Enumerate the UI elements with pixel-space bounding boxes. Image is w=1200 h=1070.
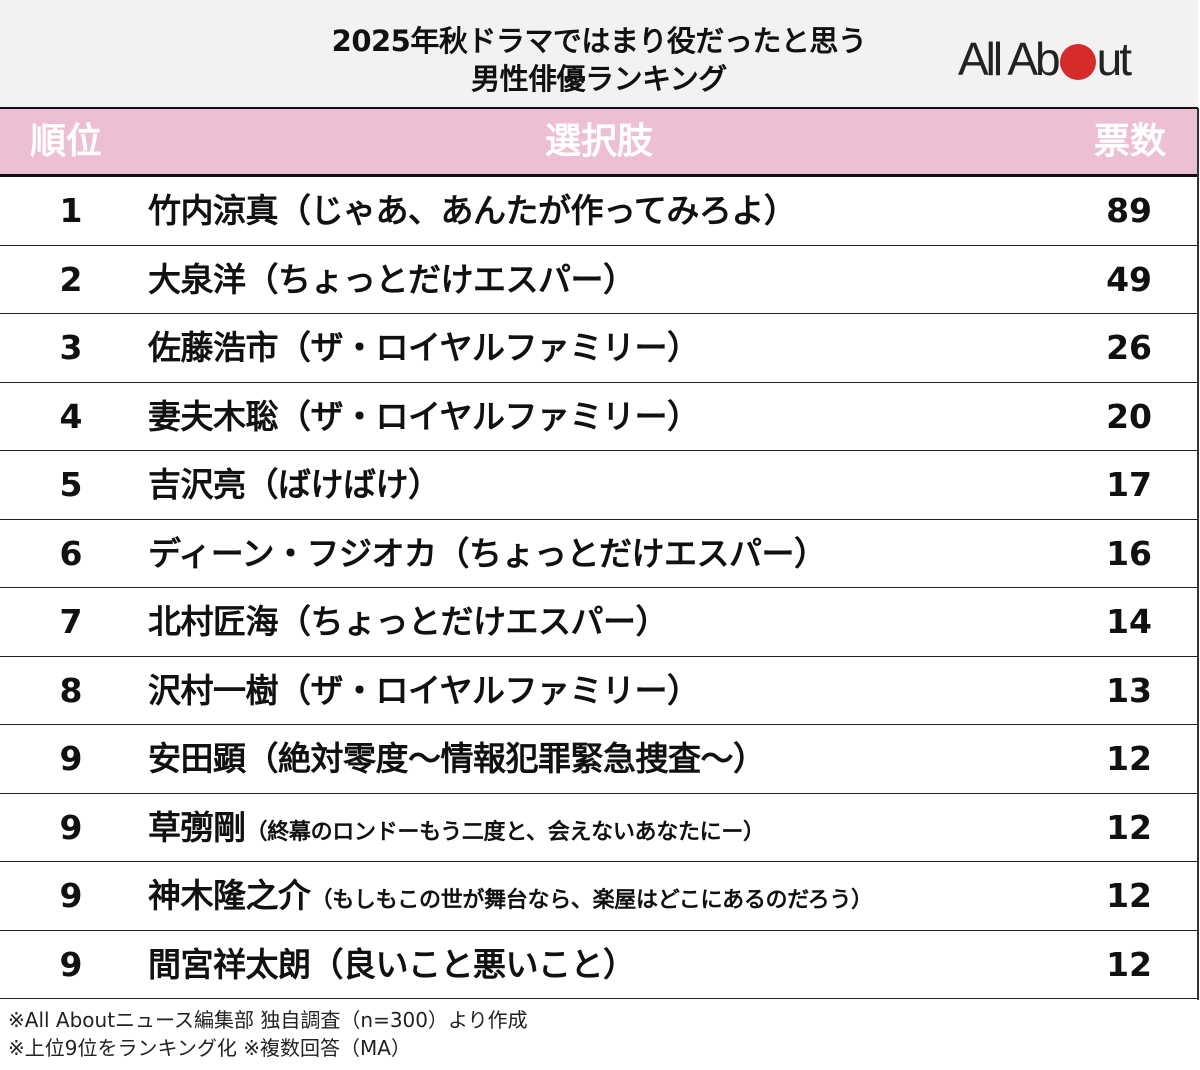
footnote-method: ※上位9位をランキング化 ※複数回答（MA） (8, 1036, 411, 1060)
votes-cell: 89 (1106, 191, 1152, 230)
votes-cell: 16 (1106, 533, 1152, 573)
table-header: 選択肢 順位 票数 (0, 107, 1198, 177)
table-right-border (1197, 108, 1199, 1000)
rank-cell: 9 (59, 944, 83, 984)
actor-name: 竹内涼真 (148, 191, 279, 230)
table-row: 9 安田顕（絶対零度〜情報犯罪緊急捜査〜） 12 (0, 725, 1198, 794)
votes-cell: 12 (1106, 807, 1152, 847)
choice-cell: 佐藤浩市（ザ・ロイヤルファミリー） (148, 314, 700, 381)
rank-cell: 4 (59, 396, 83, 436)
drama-title: （ちょっとだけエスパー） (278, 602, 669, 641)
rank-cell: 5 (59, 465, 83, 504)
drama-title: （ちょっとだけエスパー） (245, 259, 637, 299)
votes-cell: 13 (1106, 670, 1152, 710)
actor-name: 沢村一樹 (148, 670, 279, 710)
table-row: 9 神木隆之介（もしもこの世が舞台なら、楽屋はどこにあるのだろう） 12 (0, 862, 1198, 931)
choice-cell: 北村匠海（ちょっとだけエスパー） (148, 588, 669, 655)
votes-cell: 26 (1106, 328, 1152, 367)
actor-name: 吉沢亮 (148, 465, 246, 504)
choice-cell: 草彅剛（終幕のロンドーもう二度と、会えないあなたにー） (148, 794, 765, 861)
choice-cell: 大泉洋（ちょっとだけエスパー） (148, 246, 636, 313)
header-rank: 順位 (30, 121, 103, 162)
drama-title: （ザ・ロイヤルファミリー） (278, 328, 700, 367)
table-row: 8 沢村一樹（ザ・ロイヤルファミリー） 13 (0, 657, 1198, 725)
drama-title: （ザ・ロイヤルファミリー） (278, 396, 700, 436)
votes-cell: 17 (1106, 465, 1152, 504)
title-line-2: 男性俳優ランキング (471, 62, 727, 96)
actor-name: 妻夫木聡 (148, 396, 279, 436)
table-row: 9 間宮祥太朗（良いこと悪いこと） 12 (0, 931, 1198, 999)
drama-title: （ちょっとだけエスパー） (436, 533, 828, 573)
choice-cell: 沢村一樹（ザ・ロイヤルファミリー） (148, 657, 700, 724)
actor-name: 北村匠海 (148, 602, 279, 641)
logo-text-left: All Ab (958, 33, 1061, 85)
rank-cell: 7 (59, 602, 83, 641)
drama-title: （良いこと悪いこと） (310, 944, 637, 984)
table-row: 4 妻夫木聡（ザ・ロイヤルファミリー） 20 (0, 383, 1198, 451)
table-row: 9 草彅剛（終幕のロンドーもう二度と、会えないあなたにー） 12 (0, 794, 1198, 862)
table-row: 1 竹内涼真（じゃあ、あんたが作ってみろよ） 89 (0, 177, 1198, 246)
title-band: 2025年秋ドラマではまり役だったと思う 男性俳優ランキング All Ab ut (0, 0, 1198, 108)
actor-name: 神木隆之介 (148, 876, 311, 915)
drama-title: （ばけばけ） (245, 465, 442, 504)
rank-cell: 9 (59, 807, 83, 847)
choice-cell: 竹内涼真（じゃあ、あんたが作ってみろよ） (148, 177, 797, 244)
header-votes: 票数 (1093, 121, 1166, 162)
drama-title: （もしもこの世が舞台なら、楽屋はどこにあるのだろう） (310, 888, 874, 913)
drama-title: （絶対零度〜情報犯罪緊急捜査〜） (245, 739, 767, 778)
rank-cell: 1 (59, 191, 83, 230)
choice-cell: 間宮祥太朗（良いこと悪いこと） (148, 931, 636, 998)
votes-cell: 12 (1106, 876, 1152, 915)
logo-red-dot-icon (1059, 44, 1096, 80)
actor-name: ディーン・フジオカ (148, 533, 437, 573)
actor-name: 草彅剛 (148, 807, 246, 847)
table-row: 7 北村匠海（ちょっとだけエスパー） 14 (0, 588, 1198, 657)
drama-title: （じゃあ、あんたが作ってみろよ） (278, 191, 797, 230)
actor-name: 安田顕 (148, 739, 246, 778)
rank-cell: 8 (59, 670, 83, 710)
votes-cell: 20 (1106, 396, 1152, 436)
rank-cell: 6 (59, 533, 83, 573)
table-row: 3 佐藤浩市（ザ・ロイヤルファミリー） 26 (0, 314, 1198, 383)
choice-cell: 妻夫木聡（ザ・ロイヤルファミリー） (148, 383, 700, 450)
table-row: 6 ディーン・フジオカ（ちょっとだけエスパー） 16 (0, 520, 1198, 588)
actor-name: 佐藤浩市 (148, 328, 279, 367)
votes-cell: 12 (1106, 944, 1152, 984)
allabout-logo: All Ab ut (958, 33, 1132, 85)
choice-cell: 吉沢亮（ばけばけ） (148, 451, 441, 518)
footnote-source: ※All Aboutニュース編集部 独自調査（n=300）より作成 (8, 1008, 528, 1032)
header-choice: 選択肢 (544, 121, 653, 162)
chart-title: 2025年秋ドラマではまり役だったと思う 男性俳優ランキング (0, 22, 1198, 98)
votes-cell: 14 (1106, 602, 1152, 641)
table-row: 5 吉沢亮（ばけばけ） 17 (0, 451, 1198, 520)
votes-cell: 49 (1106, 259, 1152, 299)
drama-title: （ザ・ロイヤルファミリー） (278, 670, 700, 710)
footnotes: ※All Aboutニュース編集部 独自調査（n=300）より作成 ※上位9位を… (8, 1006, 528, 1062)
choice-cell: 神木隆之介（もしもこの世が舞台なら、楽屋はどこにあるのだろう） (148, 862, 873, 929)
actor-name: 大泉洋 (148, 259, 246, 299)
choice-cell: ディーン・フジオカ（ちょっとだけエスパー） (148, 520, 827, 587)
table-body: 1 竹内涼真（じゃあ、あんたが作ってみろよ） 89 2 大泉洋（ちょっとだけエス… (0, 177, 1198, 999)
rank-cell: 9 (59, 876, 83, 915)
choice-cell: 安田顕（絶対零度〜情報犯罪緊急捜査〜） (148, 725, 766, 792)
actor-name: 間宮祥太朗 (148, 944, 311, 984)
rank-cell: 3 (59, 328, 83, 367)
rank-cell: 9 (59, 739, 83, 778)
rank-cell: 2 (59, 259, 83, 299)
drama-title: （終幕のロンドーもう二度と、会えないあなたにー） (245, 819, 766, 845)
table-row: 2 大泉洋（ちょっとだけエスパー） 49 (0, 246, 1198, 314)
votes-cell: 12 (1106, 739, 1152, 778)
logo-text-right: ut (1096, 33, 1132, 85)
title-line-1: 2025年秋ドラマではまり役だったと思う (331, 24, 867, 58)
